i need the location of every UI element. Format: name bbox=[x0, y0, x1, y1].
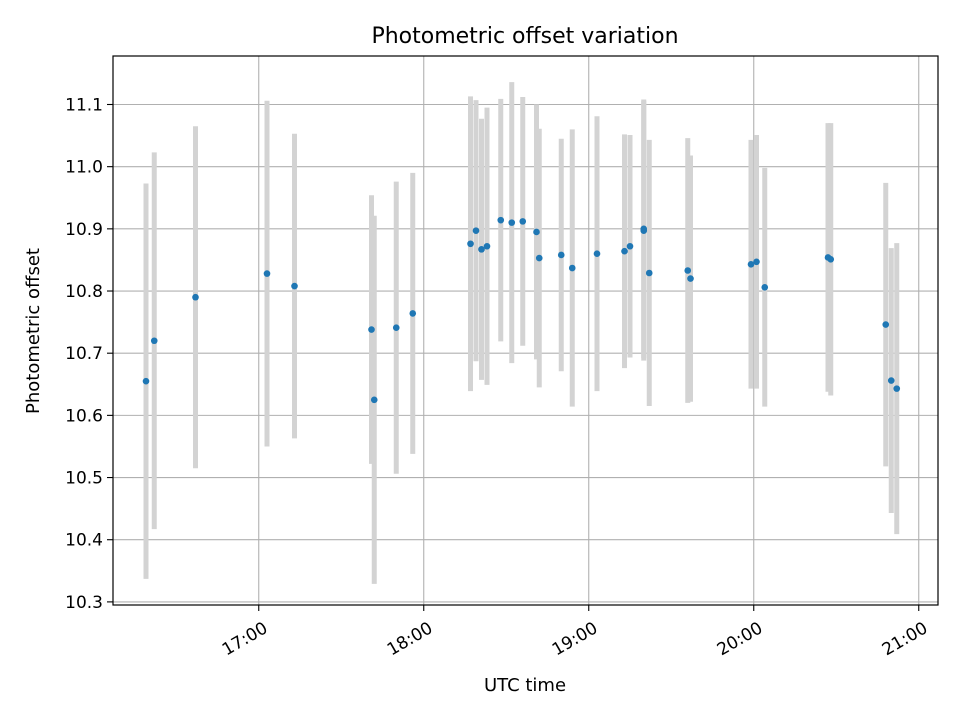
x-axis-label: UTC time bbox=[484, 675, 566, 696]
data-point bbox=[508, 219, 516, 226]
data-point bbox=[593, 250, 601, 258]
data-point bbox=[887, 377, 895, 384]
data-point bbox=[747, 260, 755, 268]
data-point bbox=[291, 282, 298, 290]
y-tick-label: 10.4 bbox=[65, 531, 103, 551]
data-point bbox=[626, 242, 634, 250]
data-point bbox=[467, 240, 474, 248]
y-tick-label: 10.6 bbox=[65, 406, 103, 426]
plot-area-frame bbox=[112, 55, 939, 606]
data-point bbox=[533, 228, 540, 236]
grid-layer bbox=[113, 56, 938, 605]
data-point bbox=[150, 337, 158, 345]
chart-title: Photometric offset variation bbox=[371, 24, 678, 49]
y-tick-label: 10.9 bbox=[65, 220, 103, 240]
data-point bbox=[370, 396, 378, 404]
data-point bbox=[263, 270, 271, 277]
data-point bbox=[684, 267, 692, 274]
y-tick-label: 11.1 bbox=[65, 95, 103, 115]
y-tick-label: 10.8 bbox=[65, 282, 103, 302]
data-point bbox=[368, 326, 375, 333]
data-point bbox=[640, 225, 648, 233]
data-point bbox=[409, 310, 417, 317]
data-point bbox=[621, 247, 628, 255]
y-tick-label: 10.5 bbox=[65, 469, 103, 489]
data-point bbox=[497, 216, 505, 224]
data-point bbox=[557, 251, 565, 259]
data-point bbox=[142, 377, 150, 385]
data-point bbox=[472, 227, 480, 235]
data-point bbox=[478, 246, 485, 253]
y-tick-label: 10.7 bbox=[65, 344, 103, 364]
data-point bbox=[535, 254, 543, 262]
data-point bbox=[645, 269, 653, 277]
data-point bbox=[192, 293, 199, 301]
data-point bbox=[761, 283, 769, 291]
point-layer bbox=[142, 216, 901, 404]
data-point bbox=[392, 324, 400, 332]
data-point bbox=[483, 242, 491, 250]
y-tick-label: 11.0 bbox=[65, 158, 103, 178]
data-point bbox=[687, 275, 694, 282]
y-tick-label: 10.3 bbox=[65, 593, 103, 613]
data-point bbox=[893, 385, 901, 392]
data-point bbox=[827, 256, 835, 263]
data-point bbox=[568, 264, 576, 272]
data-point bbox=[882, 321, 890, 328]
y-axis-label: Photometric offset bbox=[23, 248, 44, 414]
data-point bbox=[519, 218, 527, 225]
data-point bbox=[753, 258, 760, 266]
